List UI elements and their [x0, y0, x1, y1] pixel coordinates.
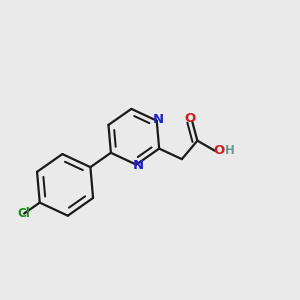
- Text: O: O: [184, 112, 195, 125]
- Text: H: H: [225, 145, 235, 158]
- Text: N: N: [153, 113, 164, 126]
- Text: O: O: [213, 145, 224, 158]
- Text: N: N: [132, 159, 144, 172]
- Text: Cl: Cl: [18, 207, 30, 220]
